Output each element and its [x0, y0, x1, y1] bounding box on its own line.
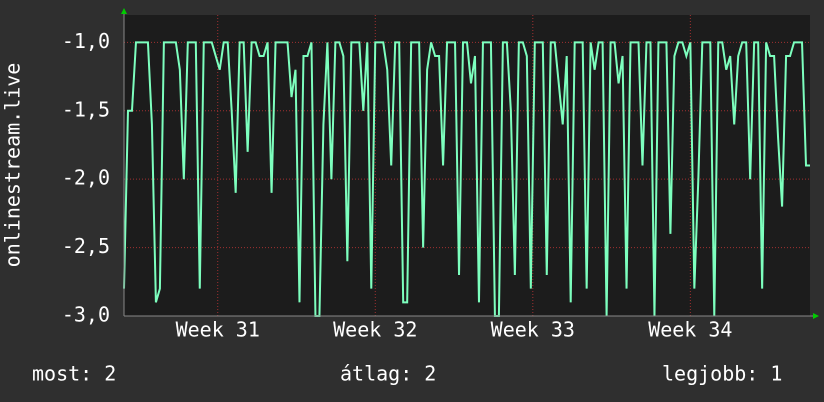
legend-label: átlag: — [340, 362, 412, 386]
legend-value: 1 — [770, 362, 782, 386]
data-line — [123, 41, 810, 317]
y-tick-label: -1,5 — [62, 97, 110, 121]
legend-value: 2 — [424, 362, 436, 386]
marks — [123, 41, 810, 317]
plot-area — [124, 15, 810, 316]
x-tick-label: Week 31 — [176, 318, 260, 342]
x-tick-label: Week 34 — [648, 318, 732, 342]
legend-label: most: — [32, 362, 92, 386]
y-tick-label: -2,0 — [62, 166, 110, 190]
x-tick-label: Week 32 — [333, 318, 417, 342]
legend-label: legjobb: — [662, 362, 758, 386]
x-tick-label: Week 33 — [491, 318, 575, 342]
y-tick-label: -1,0 — [62, 29, 110, 53]
y-tick-label: -2,5 — [62, 234, 110, 258]
axis-arrow — [813, 313, 819, 319]
y-tick-label: -3,0 — [62, 303, 110, 327]
legend: most: 2 átlag: 2 legjobb: 1 — [32, 362, 782, 386]
legend-value: 2 — [104, 362, 116, 386]
y-axis-label: onlinestream.live — [1, 63, 25, 268]
axis-arrow — [121, 8, 127, 14]
